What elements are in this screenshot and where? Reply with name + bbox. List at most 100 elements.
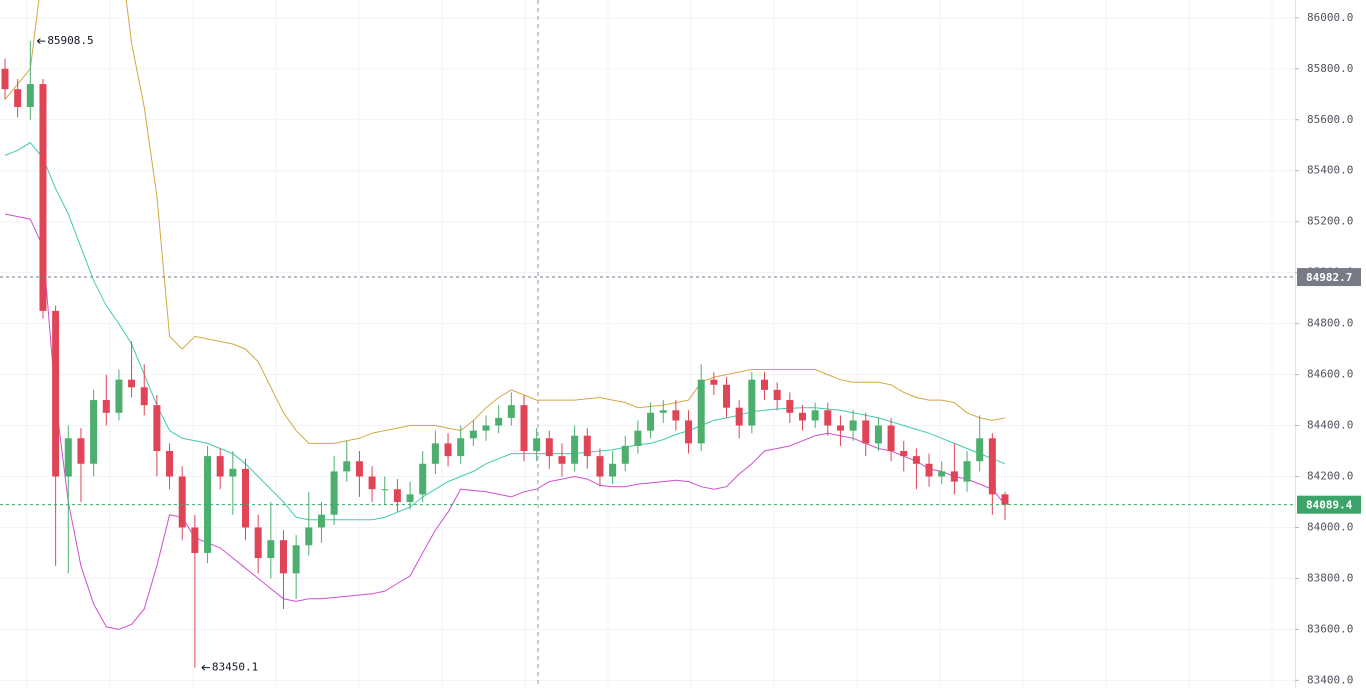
candle-body bbox=[609, 463, 617, 477]
candle-body bbox=[963, 461, 971, 482]
candle-body bbox=[393, 489, 401, 502]
candle-body bbox=[381, 489, 389, 491]
price-label: 84982.7 bbox=[1306, 271, 1352, 284]
candle-body bbox=[64, 438, 72, 477]
candle-body bbox=[39, 84, 47, 311]
y-tick-label: 84800.0 bbox=[1307, 317, 1353, 330]
candle-body bbox=[305, 527, 313, 546]
candle-body bbox=[849, 420, 857, 431]
candle-body bbox=[634, 430, 642, 446]
candle-body bbox=[647, 412, 655, 431]
candle-body bbox=[723, 384, 731, 408]
candle-body bbox=[242, 468, 250, 528]
annotation-label: 83450.1 bbox=[212, 661, 258, 674]
candle-body bbox=[482, 425, 490, 431]
grid bbox=[0, 0, 1295, 688]
candle-body bbox=[938, 471, 946, 477]
candle-body bbox=[406, 494, 414, 502]
candle-body bbox=[77, 438, 85, 464]
candle-body bbox=[596, 456, 604, 477]
y-tick-label: 83800.0 bbox=[1307, 571, 1353, 584]
candle-body bbox=[52, 310, 60, 477]
y-tick-label: 83400.0 bbox=[1307, 673, 1353, 686]
candle-body bbox=[988, 438, 996, 495]
candle-body bbox=[697, 379, 705, 444]
price-axis bbox=[1296, 0, 1366, 688]
candle-body bbox=[583, 435, 591, 457]
candle-body bbox=[102, 400, 110, 413]
candle-body bbox=[976, 438, 984, 462]
candle-body bbox=[191, 527, 199, 553]
candle-body bbox=[166, 451, 174, 477]
y-tick-label: 84600.0 bbox=[1307, 368, 1353, 381]
candle-body bbox=[254, 527, 262, 559]
candle-body bbox=[773, 389, 781, 401]
candle-body bbox=[115, 379, 123, 413]
candle-body bbox=[216, 456, 224, 477]
plot: 85908.5 83450.1 bbox=[0, 0, 1295, 674]
candle-body bbox=[824, 410, 832, 426]
candle-body bbox=[317, 514, 325, 528]
candle-body bbox=[267, 540, 275, 559]
candle-body bbox=[279, 540, 287, 574]
candle-body bbox=[90, 400, 98, 464]
candle-body bbox=[887, 425, 895, 452]
candle-body bbox=[469, 430, 477, 439]
candle-body bbox=[444, 443, 452, 457]
candle-body bbox=[229, 468, 237, 477]
annotation-arrow bbox=[36, 38, 46, 45]
candle-body bbox=[495, 417, 503, 426]
candle-body bbox=[355, 461, 363, 477]
y-tick-label: 84000.0 bbox=[1307, 520, 1353, 533]
candle-body bbox=[748, 379, 756, 426]
candle-body bbox=[153, 405, 161, 452]
candle-body bbox=[621, 445, 629, 464]
candle-body bbox=[862, 420, 870, 444]
y-tick-label: 84400.0 bbox=[1307, 419, 1353, 432]
band-line bbox=[4, 0, 1006, 444]
candle-body bbox=[571, 435, 579, 464]
annotation-label: 85908.5 bbox=[47, 34, 93, 47]
candle-body bbox=[874, 425, 882, 444]
candle-body bbox=[368, 476, 376, 490]
price-label-box bbox=[1297, 495, 1361, 514]
candle-body bbox=[760, 379, 768, 390]
candle-body bbox=[457, 438, 465, 457]
candle-body bbox=[786, 400, 794, 413]
candle-body bbox=[900, 451, 908, 457]
candle-body bbox=[507, 405, 515, 418]
candle-body bbox=[659, 410, 667, 413]
candle-body bbox=[14, 89, 22, 108]
candle-body bbox=[912, 456, 920, 464]
candle-body bbox=[419, 463, 427, 495]
candle-body bbox=[925, 463, 933, 477]
y-tick-label: 86000.0 bbox=[1307, 11, 1353, 24]
candle-body bbox=[343, 461, 351, 472]
candle-body bbox=[26, 84, 34, 108]
candle-body bbox=[431, 443, 439, 464]
y-tick-label: 85600.0 bbox=[1307, 113, 1353, 126]
candle-body bbox=[178, 476, 186, 528]
candle-body bbox=[520, 405, 528, 452]
band-line bbox=[4, 142, 1006, 521]
candle-body bbox=[204, 456, 212, 553]
candle-body bbox=[533, 438, 541, 452]
candle-body bbox=[685, 420, 693, 444]
candle-body bbox=[710, 379, 718, 385]
axis-labels: 83400.0 83600.0 83800.0 84000.0 84200.0 84400… bbox=[1295, 11, 1361, 686]
candle-body bbox=[672, 410, 680, 421]
candle-body bbox=[1, 68, 9, 90]
y-tick-label: 83600.0 bbox=[1307, 622, 1353, 635]
candle-body bbox=[798, 412, 806, 421]
candle-body bbox=[140, 387, 148, 406]
candle-body bbox=[128, 379, 136, 388]
candle-body bbox=[292, 545, 300, 574]
price-label-box bbox=[1297, 268, 1361, 287]
annotation-arrow bbox=[201, 664, 210, 671]
y-tick-label: 85200.0 bbox=[1307, 215, 1353, 228]
candle-body bbox=[330, 471, 338, 515]
candle-body bbox=[836, 425, 844, 431]
candle-body bbox=[811, 410, 819, 421]
